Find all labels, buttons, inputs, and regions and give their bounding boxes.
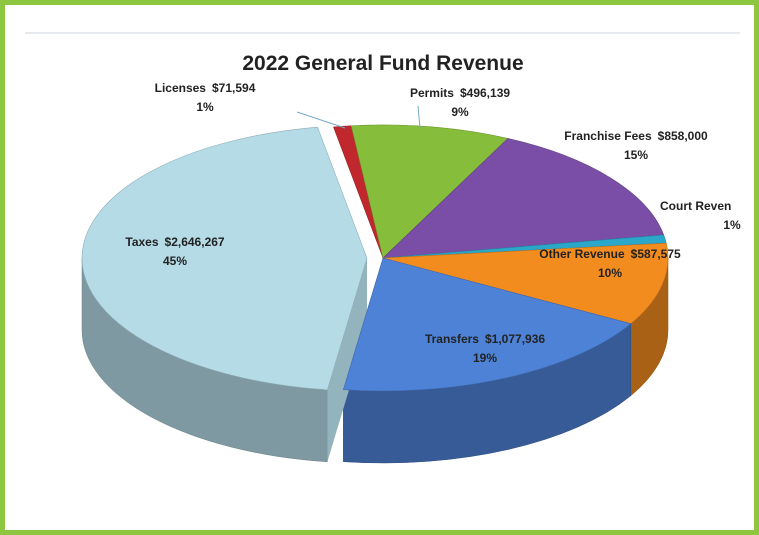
slice-cut — [327, 258, 368, 462]
amount-label: $71,594 — [212, 81, 256, 95]
data-label: Permits $496,139 — [410, 86, 510, 100]
category-label: Permits — [410, 86, 454, 100]
amount-label: $858,000 — [658, 129, 708, 143]
percent-label: 1% — [196, 100, 214, 114]
data-label: Other Revenue $587,575 — [539, 247, 681, 261]
slice — [342, 257, 632, 392]
amount-label: $496,139 — [460, 86, 510, 100]
percent-label: 19% — [473, 351, 497, 365]
category-label: Transfers — [425, 332, 479, 346]
data-labels: Licenses $71,594 1% Permits $496,139 9% Franch… — [125, 81, 741, 365]
percent-label: 45% — [163, 254, 187, 268]
slice — [81, 126, 368, 391]
data-label: Taxes $2,646,267 — [125, 235, 225, 249]
percent-label: 1% — [723, 218, 741, 232]
data-label: Transfers $1,077,936 — [425, 332, 545, 346]
amount-label: $587,575 — [631, 247, 681, 261]
percent-label: 15% — [624, 148, 648, 162]
slice — [350, 124, 509, 259]
percent-label: 10% — [598, 266, 622, 280]
amount-label: $2,646,267 — [165, 235, 225, 249]
pie — [81, 124, 669, 464]
category-label: Franchise Fees — [564, 129, 652, 143]
slice — [382, 138, 665, 259]
leader-line — [417, 105, 421, 129]
category-label: Licenses — [155, 81, 207, 95]
amount-label: $1,077,936 — [485, 332, 545, 346]
data-label: Licenses $71,594 — [155, 81, 256, 95]
data-label: Court Reven — [660, 199, 731, 213]
leader-line — [296, 111, 346, 129]
category-label: Other Revenue — [539, 247, 625, 261]
percent-label: 9% — [451, 105, 469, 119]
chart-title: 2022 General Fund Revenue — [242, 52, 523, 75]
slice — [382, 242, 669, 325]
category-label: Taxes — [125, 235, 158, 249]
data-label: Franchise Fees $858,000 — [564, 129, 708, 143]
category-label: Court Reven — [660, 199, 731, 213]
